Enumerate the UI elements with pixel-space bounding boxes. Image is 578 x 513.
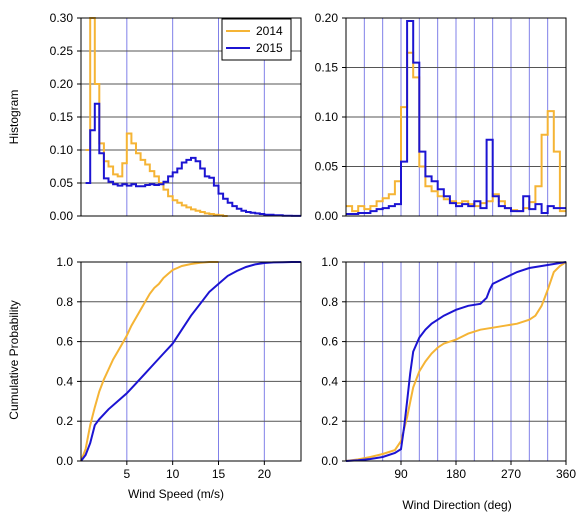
y-tick-label: 0.20 [315,11,339,25]
series-2015-line [346,20,566,215]
y-tick-label: 0.0 [56,454,73,468]
y-tick-label: 1.0 [321,255,338,269]
y-tick-label: 0.6 [56,335,73,349]
y-tick-label: 0.30 [50,11,74,25]
y-tick-label: 0.2 [56,414,73,428]
x-tick-label: 270 [501,467,521,481]
speed-cdf-panel: 0.0 0.2 0.4 0.6 0.8 1.0 5 10 15 20 [56,255,302,481]
y-tick-label: 0.10 [50,143,74,157]
speed-hist-panel: 0.00 0.05 0.10 0.15 0.20 0.25 0.30 [50,11,302,223]
legend-box [221,18,292,61]
x-tick-label: 10 [166,467,180,481]
y-tick-label: 0.2 [321,414,338,428]
y-tick-label: 0.15 [315,61,339,75]
speed-x-axis-label: Wind Speed (m/s) [128,487,224,501]
y-tick-label: 0.05 [315,160,339,174]
speed-cdf-y-axis-label: Cumulative Probability [7,300,21,419]
y-tick-label: 1.0 [56,255,73,269]
x-tick-label: 180 [446,467,466,481]
legend-label-2015: 2015 [256,41,283,55]
x-tick-label: 20 [258,467,272,481]
direction-x-axis-label: Wind Direction (deg) [402,498,511,512]
y-tick-label: 0.0 [321,454,338,468]
series-2015-line [345,261,567,462]
plot-frame [345,17,567,217]
x-tick-label: 90 [394,467,408,481]
y-tick-label: 0.20 [50,77,74,91]
dir-cdf-panel: 0.0 0.2 0.4 0.6 0.8 1.0 90 180 270 360 [321,255,576,481]
x-tick-label: 5 [123,467,130,481]
y-tick-label: 0.00 [50,209,74,223]
y-tick-label: 0.05 [50,176,74,190]
legend: 2014 2015 [221,18,292,61]
series-2014-line [345,261,567,462]
y-tick-label: 0.25 [50,44,74,58]
series-2014-line [85,17,228,217]
y-tick-label: 0.4 [56,374,73,388]
x-tick-label: 15 [212,467,226,481]
plot-frame [80,17,302,217]
series-2015-line [85,102,301,217]
y-tick-label: 0.00 [315,209,339,223]
dir-hist-panel: 0.00 0.05 0.10 0.15 0.20 [315,11,567,223]
plot-frame [345,261,567,462]
y-tick-label: 0.10 [315,110,339,124]
y-tick-label: 0.8 [321,295,338,309]
series-2014-line [80,261,219,462]
speed-histogram-y-axis-label: Histogram [7,90,21,145]
x-tick-label: 360 [556,467,576,481]
legend-label-2014: 2014 [256,24,283,38]
y-tick-label: 0.8 [56,295,73,309]
y-tick-label: 0.4 [321,374,338,388]
y-tick-label: 0.6 [321,335,338,349]
series-2015-line [80,261,301,462]
plot-frame [80,261,302,462]
y-tick-label: 0.15 [50,110,74,124]
